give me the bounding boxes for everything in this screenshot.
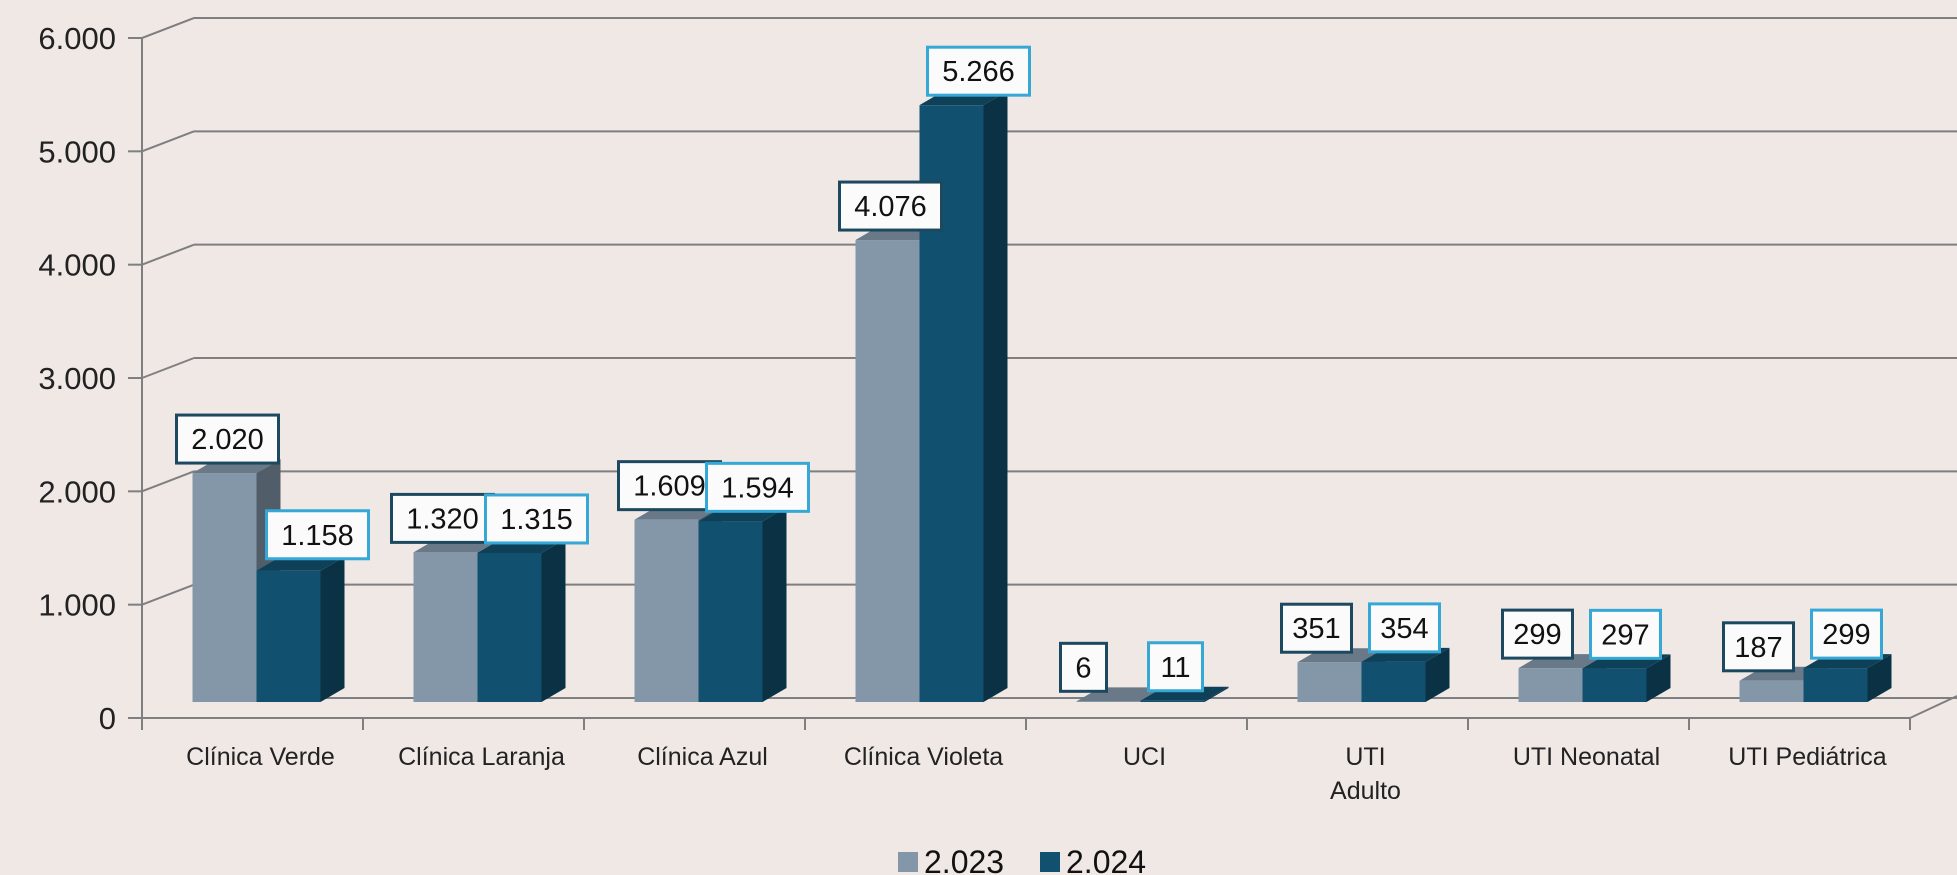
gridline-depth — [141, 470, 195, 493]
bar-side — [1425, 647, 1450, 702]
legend: 2.023 2.024 — [898, 844, 1146, 875]
data-label-box — [1280, 602, 1353, 654]
data-label: 351 — [1292, 613, 1340, 645]
data-label: 299 — [1822, 619, 1870, 651]
gridline-depth — [141, 357, 195, 379]
y-tick-label: 2.000 — [38, 474, 116, 509]
bar — [192, 473, 257, 702]
bar — [1739, 680, 1804, 702]
data-label-box — [484, 493, 589, 545]
bar-side — [1646, 654, 1671, 702]
bar — [1076, 701, 1141, 702]
legend-swatch-series-2 — [1040, 852, 1060, 872]
data-label: 187 — [1734, 632, 1782, 664]
data-label-box — [838, 180, 943, 232]
bar-side — [1867, 654, 1892, 702]
x-category-label: UTI Pediátrica — [1728, 743, 1886, 771]
data-label: 4.076 — [854, 191, 927, 223]
floor-right-edge — [1909, 695, 1957, 719]
y-tick-label: 6.000 — [38, 21, 116, 56]
data-label-box — [1368, 602, 1441, 654]
data-label: 11 — [1160, 652, 1190, 684]
data-label-box — [1722, 621, 1795, 673]
y-tick-label: 5.000 — [38, 134, 116, 169]
data-label-box — [705, 461, 810, 513]
bar — [256, 570, 321, 702]
x-category-label: Clínica Laranja — [398, 743, 565, 771]
x-category-label: Clínica Azul — [637, 743, 768, 771]
bar — [477, 552, 542, 702]
data-label-box — [265, 509, 370, 561]
x-category-label: Adulto — [1330, 777, 1401, 805]
data-label-box — [1147, 641, 1204, 693]
y-tick-label: 4.000 — [38, 248, 116, 283]
bar-side — [983, 91, 1008, 703]
bar-side — [1204, 686, 1229, 702]
data-label: 6 — [1075, 652, 1091, 684]
data-label: 1.594 — [721, 472, 794, 504]
bar-side — [320, 556, 345, 702]
bar — [413, 552, 478, 702]
bar — [1582, 668, 1647, 702]
legend-swatch-series-1 — [898, 852, 918, 872]
data-label-box — [926, 45, 1031, 97]
legend-label-series-2: 2.024 — [1066, 844, 1146, 875]
data-label: 1.158 — [281, 520, 354, 552]
x-category-label: UCI — [1123, 743, 1166, 771]
legend-label-series-1: 2.023 — [924, 844, 1004, 875]
data-label: 354 — [1380, 613, 1428, 645]
bar — [1803, 668, 1868, 702]
axes: 0 1.000 2.000 3.000 4.000 5.000 6.000 Clínica V… — [38, 17, 1911, 805]
data-label: 5.266 — [942, 56, 1015, 88]
data-label-box — [1810, 608, 1883, 660]
bar — [698, 521, 763, 702]
x-category-label: UTI Neonatal — [1513, 743, 1660, 771]
bar — [1361, 661, 1426, 702]
y-tick-label: 3.000 — [38, 361, 116, 396]
gridline-depth — [141, 130, 195, 153]
bar-side — [541, 538, 566, 702]
data-label: 2.020 — [191, 424, 264, 456]
bars — [192, 91, 1892, 703]
data-label: 1.320 — [406, 503, 479, 535]
gridline-depth — [141, 583, 195, 606]
bar — [634, 519, 699, 702]
data-label-box — [1059, 641, 1108, 693]
x-category-label: UTI — [1345, 743, 1385, 771]
x-category-label: Clínica Verde — [186, 743, 335, 771]
data-label-box — [1589, 608, 1662, 660]
bar — [855, 240, 920, 702]
data-label: 1.609 — [633, 471, 706, 503]
bar-side — [762, 507, 787, 702]
y-tick-label: 1.000 — [38, 588, 116, 623]
y-tick-label: 0 — [99, 701, 116, 736]
data-label-box — [1501, 608, 1574, 660]
bar — [1140, 700, 1205, 702]
bar — [1297, 662, 1362, 702]
data-label: 1.315 — [500, 504, 573, 536]
data-label: 297 — [1601, 619, 1649, 651]
y-axis-top — [141, 17, 195, 39]
bar — [1518, 668, 1583, 702]
data-labels: 2.020 1.158 1.320 1.315 1.609 1.594 4.076 5.266… — [175, 45, 1883, 693]
data-label-box — [175, 413, 280, 465]
x-category-label: Clínica Violeta — [844, 743, 1003, 771]
gridline-depth — [141, 243, 195, 266]
data-label: 299 — [1513, 619, 1561, 651]
